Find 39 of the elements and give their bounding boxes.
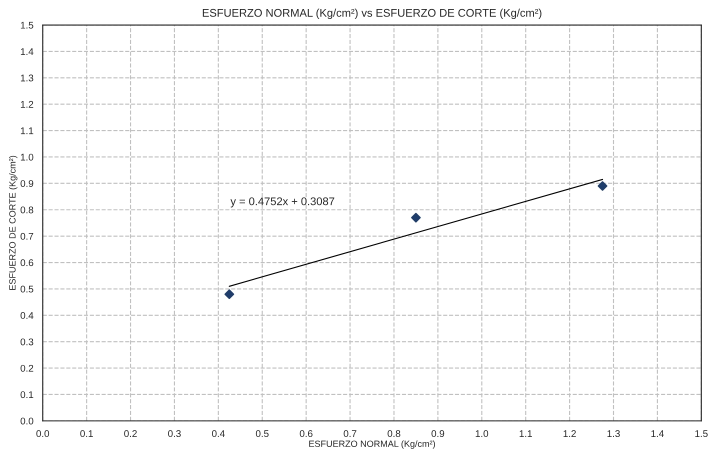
y-tick-label: 1.3 — [20, 74, 34, 82]
x-tick-label: 1.4 — [651, 430, 664, 437]
y-tick-label: 0.4 — [20, 312, 34, 319]
x-axis-title: ESFUERZO NORMAL (Kg/cm²) — [309, 440, 435, 449]
x-tick-label: 1.3 — [607, 430, 620, 438]
x-tick-label: 0.9 — [432, 430, 444, 438]
x-tick-label: 0.5 — [256, 430, 269, 438]
point — [411, 212, 421, 223]
x-tick-label: 0.7 — [344, 430, 356, 438]
x-tick-label: 1.0 — [476, 430, 488, 438]
y-tick-label: 1.5 — [20, 22, 34, 29]
y-tick-label: 1.1 — [20, 127, 34, 134]
y-tick-label: 0.8 — [20, 206, 34, 214]
y-tick-label: 0.9 — [20, 180, 34, 187]
y-tick-label: 0.7 — [20, 232, 34, 240]
y-tick-label: 0.2 — [20, 364, 34, 372]
y-tick-label: 1.4 — [20, 48, 34, 55]
x-tick-label: 0.2 — [124, 430, 137, 438]
y-tick-label: 0.3 — [20, 338, 34, 346]
point — [224, 289, 234, 300]
x-tick-label: 0.3 — [168, 430, 181, 438]
x-tick-label: 0.0 — [36, 430, 50, 438]
y-tick-label: 0.5 — [20, 286, 34, 293]
annotation: y = 0.4752x + 0.3087 — [230, 197, 334, 208]
x-tick-label: 1.1 — [520, 430, 532, 437]
x-tick-label: 0.6 — [300, 430, 312, 438]
point — [598, 181, 608, 191]
y-axis-title: ESFUERZO DE CORTE (Kg/cm²) — [8, 156, 18, 290]
x-tick-label: 0.8 — [388, 430, 400, 438]
x-tick-label: 1.5 — [695, 430, 708, 438]
y-tick-label: 0.0 — [20, 418, 34, 424]
y-tick-label: 1.2 — [20, 100, 34, 108]
x-tick-label: 0.1 — [80, 430, 93, 438]
y-tick-label: 1.0 — [20, 154, 34, 161]
x-tick-label: 0.4 — [212, 430, 225, 438]
y-tick-label: 0.6 — [20, 259, 34, 266]
x-tick-label: 1.2 — [564, 430, 576, 437]
chart-title: ESFUERZO NORMAL (Kg/cm²) vs ESFUERZO DE CORTE (Kg/cm²) — [202, 8, 542, 19]
y-tick-label: 0.1 — [20, 391, 34, 398]
